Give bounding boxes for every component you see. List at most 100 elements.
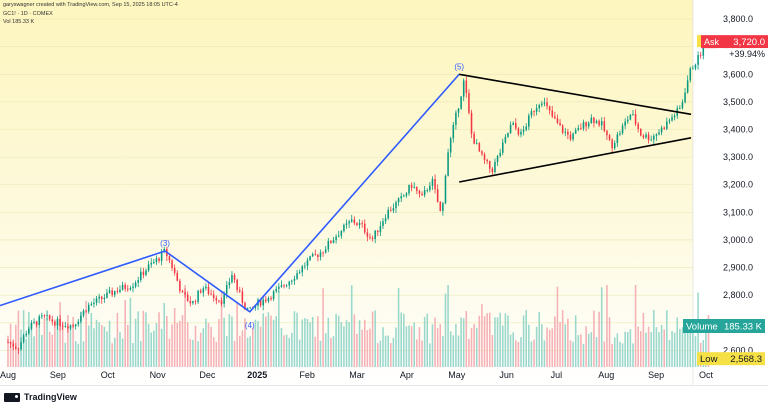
- volume-bar: [533, 339, 535, 367]
- tradingview-logo[interactable]: TradingView: [4, 392, 77, 402]
- candle-body: [452, 124, 455, 139]
- candle-body: [491, 168, 494, 173]
- volume-bar: [236, 303, 238, 367]
- triangle-lower-line: [459, 137, 692, 183]
- volume-bar: [80, 312, 82, 367]
- candle-body: [358, 223, 361, 225]
- candle-body: [551, 110, 554, 117]
- candle-body: [397, 198, 400, 203]
- candle-body: [569, 134, 572, 140]
- y-tick-label: 3,000.0: [723, 235, 753, 245]
- candle-body: [585, 122, 587, 127]
- volume-bar: [319, 340, 322, 367]
- volume-bar: [225, 336, 228, 367]
- volume-bar: [707, 315, 710, 367]
- candle-body: [668, 120, 671, 122]
- candle-body: [171, 260, 173, 269]
- candle-body: [632, 114, 634, 115]
- volume-bar: [468, 338, 470, 367]
- volume-bar: [288, 337, 291, 367]
- tradingview-brand-text: TradingView: [24, 392, 77, 402]
- volume-bar: [30, 323, 33, 367]
- volume-bar: [249, 336, 251, 367]
- volume-bar: [82, 341, 85, 367]
- candle-body: [12, 343, 14, 347]
- candle-body: [350, 219, 353, 222]
- volume-bar: [392, 337, 395, 367]
- volume-bar: [74, 341, 77, 367]
- candle-body: [434, 179, 436, 190]
- candle-body: [366, 232, 369, 237]
- elliott-wave-line: [0, 73, 460, 313]
- candle-body: [418, 190, 421, 194]
- volume-bar: [598, 311, 600, 367]
- candle-body: [194, 301, 197, 302]
- volume-bar: [613, 337, 616, 367]
- candle-body: [626, 119, 629, 122]
- candle-body: [483, 154, 486, 160]
- candle-body: [301, 266, 304, 273]
- candle-body: [460, 96, 462, 109]
- candle-body: [666, 121, 668, 129]
- candle-body: [119, 289, 121, 292]
- candle-body: [658, 132, 660, 135]
- candle-body: [580, 128, 582, 129]
- volume-bar: [397, 288, 400, 367]
- candle-body: [111, 290, 113, 296]
- volume-bar: [301, 319, 304, 367]
- candle-body: [645, 134, 647, 138]
- candle-body: [231, 275, 233, 283]
- candle-body: [25, 333, 28, 336]
- volume-bar: [559, 322, 561, 367]
- candle-body: [642, 135, 645, 138]
- volume-bar: [376, 343, 379, 367]
- volume-bar: [429, 343, 431, 367]
- volume-bar: [252, 327, 254, 367]
- volume-bar: [54, 328, 56, 367]
- volume-bar: [525, 310, 527, 367]
- volume-bar: [567, 318, 569, 367]
- volume-bar: [541, 324, 543, 367]
- volume-bar: [580, 334, 582, 367]
- candle-body: [436, 189, 439, 202]
- price-chart[interactable]: 3,800.03,700.03,600.03,500.03,400.03,300…: [0, 0, 768, 385]
- volume-bar: [653, 310, 655, 367]
- volume-bar: [436, 328, 439, 367]
- volume-bar: [113, 337, 116, 367]
- volume-bar: [215, 341, 218, 367]
- wave-label: (3): [160, 239, 170, 248]
- volume-bar: [267, 312, 270, 367]
- candle-body: [285, 285, 288, 287]
- candle-body: [515, 123, 517, 129]
- volume-bar: [457, 335, 460, 367]
- volume-bar: [147, 323, 150, 367]
- volume-tag-label: Volume: [686, 322, 718, 333]
- volume-bar: [137, 311, 139, 367]
- candle-body: [520, 131, 522, 135]
- volume-bar: [106, 331, 108, 367]
- candle-body: [689, 68, 692, 81]
- candle-body: [692, 68, 694, 70]
- candle-body: [403, 195, 405, 197]
- volume-bar: [640, 331, 642, 367]
- volume-bar: [551, 328, 554, 367]
- volume-bar: [475, 328, 478, 367]
- volume-bar: [694, 336, 697, 367]
- candle-body: [158, 258, 160, 261]
- candle-body: [660, 127, 663, 133]
- candle-body: [317, 254, 319, 257]
- candle-body: [530, 111, 533, 116]
- candle-body: [56, 318, 59, 326]
- candle-body: [499, 152, 501, 156]
- volume-bar: [41, 334, 43, 367]
- volume-bar: [413, 322, 416, 367]
- volume-bar: [345, 320, 348, 367]
- candle-body: [671, 117, 673, 121]
- volume-bar: [512, 332, 514, 367]
- volume-bar: [244, 318, 246, 367]
- volume-bar: [285, 334, 288, 367]
- candle-body: [207, 286, 210, 294]
- volume-bar: [238, 335, 241, 367]
- volume-bar: [509, 334, 512, 367]
